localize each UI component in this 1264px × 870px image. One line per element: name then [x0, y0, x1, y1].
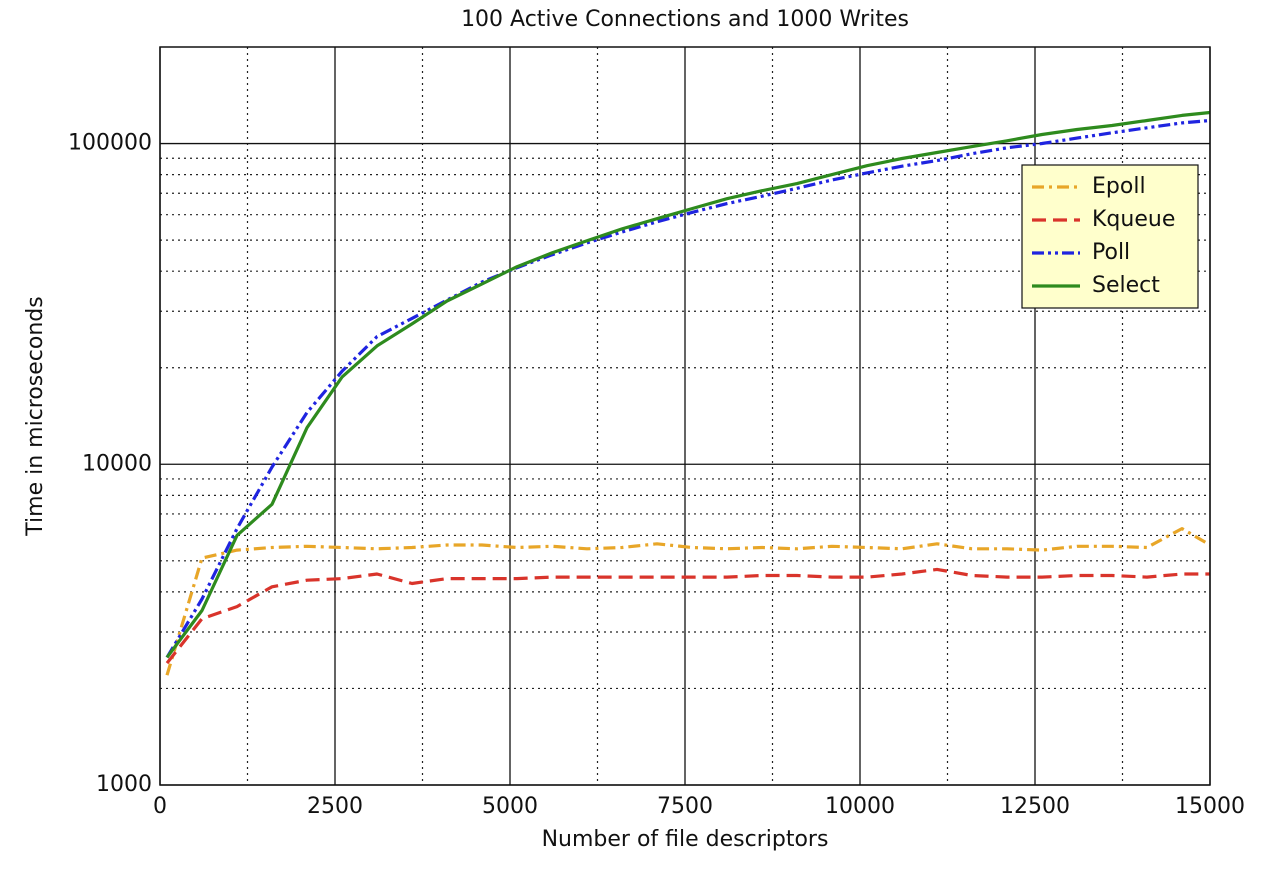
legend-label: Epoll — [1092, 174, 1146, 199]
y-tick-label: 1000 — [96, 772, 152, 797]
chart-title: 100 Active Connections and 1000 Writes — [461, 7, 909, 32]
series-line — [165, 567, 1210, 665]
x-tick-label: 10000 — [825, 794, 895, 819]
legend-label: Poll — [1092, 240, 1130, 265]
x-tick-label: 12500 — [1000, 794, 1070, 819]
x-tick-label: 7500 — [657, 794, 713, 819]
x-axis-label: Number of file descriptors — [542, 827, 829, 852]
x-tick-label: 5000 — [482, 794, 538, 819]
x-tick-label: 2500 — [307, 794, 363, 819]
x-tick-label: 15000 — [1175, 794, 1245, 819]
plot-frame — [159, 46, 1211, 786]
series-line — [165, 110, 1211, 659]
legend-label: Select — [1092, 273, 1160, 298]
x-tick-label: 0 — [153, 794, 167, 819]
y-axis-label: Time in microseconds — [23, 296, 48, 536]
legend-label: Kqueue — [1092, 207, 1175, 232]
series-line — [165, 527, 1211, 676]
y-tick-label: 100000 — [68, 131, 152, 156]
legend-box — [1021, 164, 1199, 309]
legend: Epoll Kqueue Poll Select — [1021, 164, 1199, 309]
y-tick-label: 10000 — [82, 451, 152, 476]
series-line — [165, 118, 1211, 659]
